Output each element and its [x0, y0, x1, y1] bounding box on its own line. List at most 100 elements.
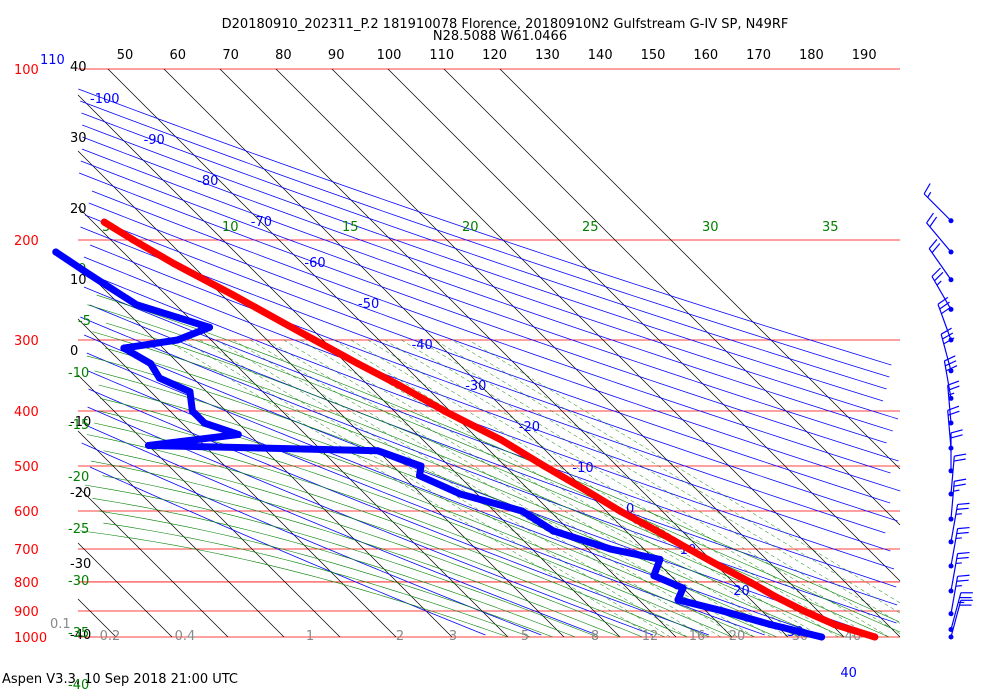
- isotherm-label: -20: [70, 486, 91, 501]
- top-theta-label: 150: [641, 48, 666, 63]
- temperature-point: [280, 319, 288, 327]
- temperature-point: [616, 507, 624, 515]
- moist-adiabat-line: [84, 484, 598, 638]
- wind-barb-staff: [950, 592, 962, 630]
- green-left-label: -15: [68, 418, 89, 433]
- wind-barb-staff: [950, 600, 962, 638]
- isotherm-line: [77, 206, 509, 638]
- dewpoint-point: [415, 472, 423, 480]
- dewpoint-trace: [52, 248, 826, 641]
- temperature-point: [129, 236, 137, 244]
- mixing-ratio-line: [451, 339, 901, 614]
- wind-barb-feather: [939, 301, 950, 310]
- chart-title: D20180910_202311_P.2 181910078 Florence,…: [222, 17, 789, 32]
- wind-barb: [948, 478, 967, 522]
- theta-e-label: -100: [90, 92, 120, 107]
- top-theta-label: 100: [377, 48, 402, 63]
- dewpoint-point: [650, 572, 658, 580]
- wind-barb-feather: [927, 191, 932, 198]
- wind-barb-feather: [943, 337, 955, 345]
- wind-barb-feather: [941, 306, 952, 315]
- wind-barb-feather: [953, 489, 960, 492]
- wind-barb-feather: [950, 429, 963, 434]
- dewpoint-point: [234, 430, 242, 438]
- top-theta-label: 60: [170, 48, 187, 63]
- isotherm-line: [77, 486, 229, 638]
- dewpoint-point: [456, 490, 464, 498]
- temperature-point: [311, 336, 319, 344]
- dry-adiabat-line: [80, 100, 890, 378]
- temperature-point: [685, 545, 693, 553]
- mixing-ratio-line: [468, 339, 901, 604]
- temperature-point: [746, 578, 754, 586]
- theta-e-label: -10: [572, 461, 593, 476]
- temperature-point: [830, 620, 838, 628]
- wind-barbs: [923, 183, 973, 640]
- wind-barb-feather: [942, 332, 954, 340]
- pressure-label: 100: [14, 63, 39, 78]
- dry-adiabat-line: [89, 466, 486, 636]
- wind-barb: [947, 380, 960, 426]
- dry-adiabat-line: [88, 388, 709, 636]
- wind-barb-staff: [928, 248, 952, 281]
- wind-barb: [931, 267, 954, 312]
- top-left-theta-label: 110: [40, 53, 65, 68]
- theta-e-label: -50: [358, 297, 379, 312]
- isotherm-line: [331, 68, 901, 638]
- isotherm-label: 10: [70, 273, 87, 288]
- isotherm-label: 40: [70, 60, 87, 75]
- dry-adiabat-line: [83, 256, 891, 552]
- chart-subtitle: N28.5088 W61.0466: [433, 29, 567, 44]
- wind-barb-staff: [950, 576, 959, 614]
- mixing-ratio-label: 1: [306, 629, 314, 644]
- green-top-label: 30: [702, 220, 719, 235]
- wind-barb-feather: [936, 280, 942, 286]
- temperature-point: [497, 436, 505, 444]
- green-left-label: -40: [68, 678, 89, 693]
- dewpoint-point: [186, 388, 194, 396]
- mixing-ratio-label: 8: [591, 629, 599, 644]
- wind-barb: [926, 212, 954, 255]
- wind-barb: [948, 574, 970, 617]
- dewpoint-point: [147, 360, 155, 368]
- isotherm-line: [77, 94, 621, 638]
- wind-barb: [928, 239, 954, 283]
- dewpoint-point: [52, 248, 60, 256]
- isotherm-line: [77, 598, 117, 638]
- dry-adiabat-line: [88, 202, 901, 492]
- dry-adiabat-line: [81, 442, 542, 636]
- dewpoint-point: [679, 584, 687, 592]
- dry-adiabat-line: [82, 136, 899, 420]
- wind-barb-feather: [954, 478, 967, 482]
- mixing-ratio-label: 16: [689, 629, 706, 644]
- dewpoint-point: [719, 607, 727, 615]
- dry-adiabat-line: [78, 172, 899, 462]
- dewpoint-point: [518, 507, 526, 515]
- temperature-point: [540, 462, 548, 470]
- top-theta-label: 170: [746, 48, 771, 63]
- temperature-point: [100, 218, 108, 226]
- wind-barb-feather: [947, 385, 960, 391]
- green-left-label: -20: [68, 470, 89, 485]
- green-top-label: 20: [462, 220, 479, 235]
- dry-adiabats: [76, 88, 901, 636]
- temperature-point: [395, 381, 403, 389]
- dry-adiabat-line: [81, 112, 887, 390]
- green-top-label: 35: [822, 220, 839, 235]
- moist-adiabat-line: [99, 398, 755, 638]
- isotherm-line: [443, 68, 901, 526]
- isotherm-line: [499, 68, 901, 470]
- moist-adiabat-line: [105, 347, 845, 638]
- isotherm-line: [163, 68, 733, 638]
- dry-adiabat-line: [83, 286, 897, 588]
- theta-e-label: -90: [144, 133, 165, 148]
- wind-barb-feather: [931, 243, 941, 254]
- pressure-label: 1000: [14, 631, 47, 646]
- wind-barb-staff: [937, 304, 952, 341]
- wind-barb: [948, 551, 970, 594]
- moist-adiabat-line: [98, 510, 553, 638]
- moist-adiabat-line: [103, 450, 665, 638]
- wind-barb-staff: [926, 222, 952, 253]
- wind-barb-staff: [923, 193, 952, 222]
- wind-barb: [948, 429, 963, 474]
